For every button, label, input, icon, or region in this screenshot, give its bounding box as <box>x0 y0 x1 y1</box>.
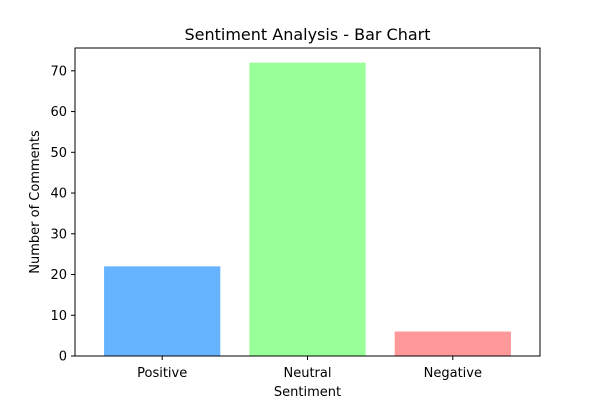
x-axis-label: Sentiment <box>274 385 341 400</box>
y-axis-label: Number of Comments <box>28 130 43 274</box>
y-tick-label-40: 40 <box>50 187 67 202</box>
bar-positive <box>104 266 221 356</box>
y-axis-ticks: 0 10 20 30 40 50 60 70 <box>50 64 75 365</box>
bar-neutral <box>249 62 366 357</box>
y-tick-label-60: 60 <box>50 105 67 120</box>
chart-title: Sentiment Analysis - Bar Chart <box>184 25 430 44</box>
y-tick-label-30: 30 <box>50 227 67 242</box>
y-tick-label-10: 10 <box>50 309 67 324</box>
x-tick-label-negative: Negative <box>424 366 482 381</box>
bar-negative <box>394 331 511 356</box>
y-tick-label-20: 20 <box>50 268 67 283</box>
bars-group <box>104 62 511 357</box>
y-tick-label-50: 50 <box>50 146 67 161</box>
y-tick-label-0: 0 <box>59 350 67 365</box>
x-axis-ticks: Positive Neutral Negative <box>137 356 482 381</box>
y-tick-label-70: 70 <box>50 64 67 79</box>
x-tick-label-neutral: Neutral <box>284 366 332 381</box>
x-tick-label-positive: Positive <box>137 366 187 381</box>
